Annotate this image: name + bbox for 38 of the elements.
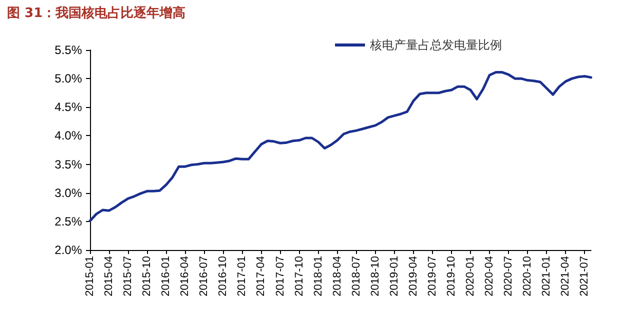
x-tick-label: 2019-04 <box>407 256 420 296</box>
x-tick-label: 2015-07 <box>122 256 134 296</box>
legend-label: 核电产量占总发电量比例 <box>369 38 502 52</box>
x-tick-label: 2020-10 <box>522 256 534 296</box>
y-tick-label: 3.0% <box>54 186 82 200</box>
x-tick-label: 2016-10 <box>217 256 230 296</box>
y-tick-label: 2.5% <box>54 214 82 228</box>
x-tick-label: 2020-07 <box>502 256 515 296</box>
x-tick-label: 2017-10 <box>293 256 306 296</box>
x-tick-label: 2015-01 <box>84 256 96 296</box>
x-tick-label: 2018-07 <box>350 256 362 296</box>
x-tick-label: 2021-07 <box>578 256 591 296</box>
x-tick-label: 2015-10 <box>141 256 154 296</box>
x-tick-label: 2015-04 <box>103 256 116 296</box>
x-tick-label: 2019-01 <box>388 256 400 296</box>
y-tick-label: 4.5% <box>54 100 82 114</box>
x-tick-label: 2017-04 <box>255 256 268 296</box>
x-tick-label: 2018-04 <box>331 256 344 296</box>
x-tick-label: 2017-07 <box>274 256 286 296</box>
chart-title: 图 31：我国核电占比逐年增高 <box>7 5 186 21</box>
x-tick-label: 2017-01 <box>236 256 248 296</box>
y-tick-label: 2.0% <box>54 243 82 257</box>
x-tick-label: 2016-04 <box>179 256 192 296</box>
y-tick-label: 5.5% <box>54 43 82 57</box>
x-tick-label: 2016-01 <box>160 256 172 296</box>
y-tick-label: 5.0% <box>54 72 82 86</box>
x-tick-label: 2018-01 <box>312 256 324 296</box>
x-tick-label: 2019-10 <box>445 256 458 296</box>
line-series <box>88 71 592 222</box>
x-tick-label: 2020-04 <box>484 256 496 296</box>
y-tick-label: 4.0% <box>54 128 82 143</box>
x-tick-label: 2018-10 <box>369 256 382 296</box>
x-tick-label: 2019-07 <box>426 256 438 296</box>
x-tick-label: 2020-01 <box>464 256 477 296</box>
y-tick-label: 3.5% <box>54 157 82 172</box>
x-tick-label: 2021-01 <box>540 256 553 296</box>
x-tick-label: 2021-04 <box>560 256 572 296</box>
x-tick-label: 2016-07 <box>198 256 210 296</box>
